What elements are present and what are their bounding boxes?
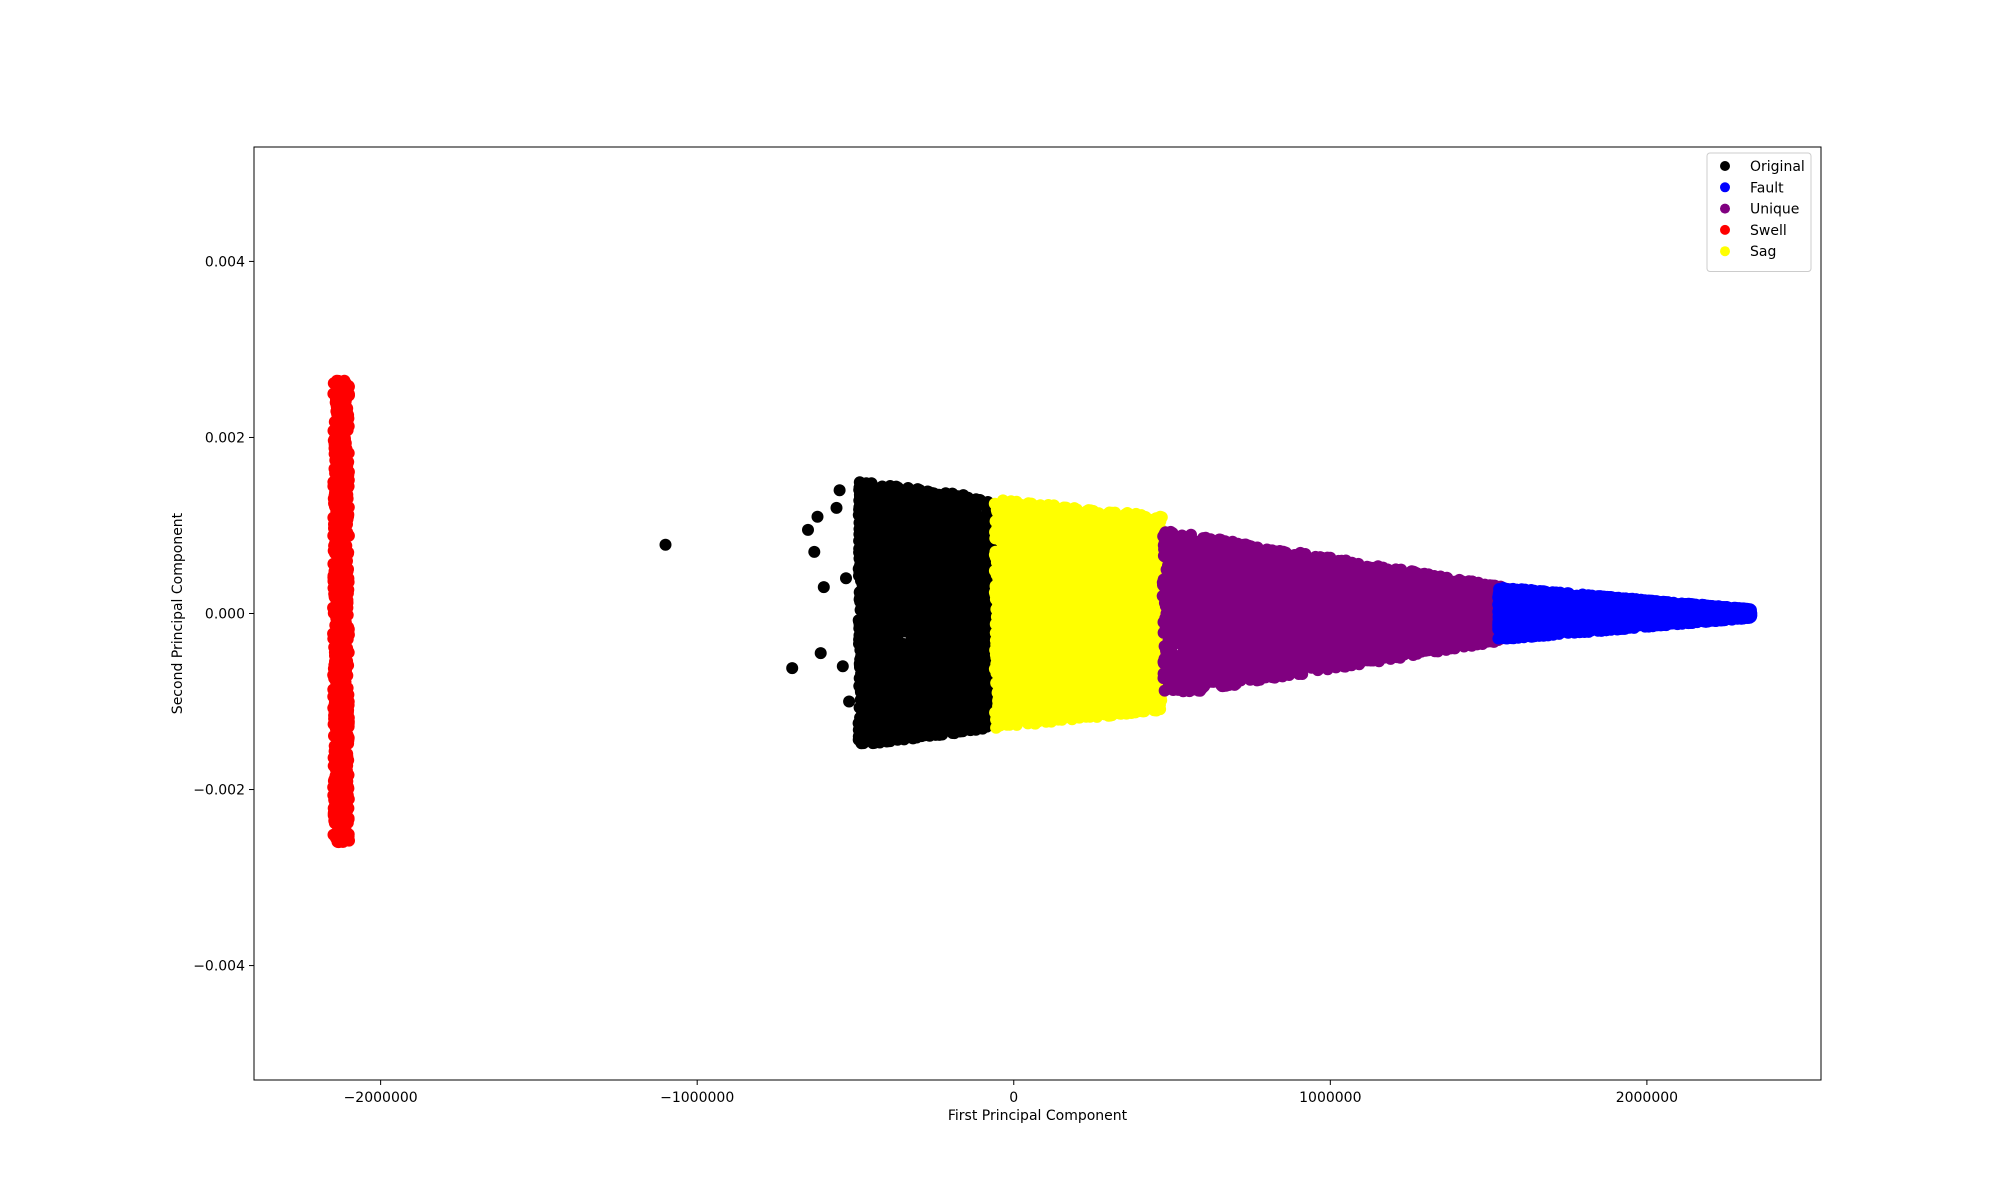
data-point — [331, 569, 344, 582]
data-point — [979, 633, 992, 646]
data-point — [925, 586, 938, 599]
data-point — [860, 583, 873, 596]
data-point — [857, 655, 870, 668]
data-point — [340, 467, 353, 480]
data-point — [341, 565, 354, 577]
data-point — [946, 574, 958, 587]
series-swell — [327, 374, 355, 849]
data-point — [329, 828, 342, 840]
data-point — [328, 814, 341, 827]
data-point — [332, 482, 345, 495]
data-point — [868, 736, 881, 749]
data-point — [327, 377, 340, 390]
data-point — [327, 557, 340, 570]
data-point — [338, 681, 351, 694]
data-point — [958, 498, 971, 511]
data-point — [327, 669, 340, 681]
data-point — [902, 552, 915, 565]
data-point — [899, 519, 912, 532]
data-point — [854, 604, 867, 616]
data-point — [951, 601, 964, 614]
data-point — [894, 698, 907, 711]
data-point — [339, 736, 352, 749]
data-point — [341, 644, 354, 657]
data-point — [881, 702, 894, 714]
data-point — [329, 646, 342, 659]
data-point — [944, 513, 957, 526]
data-point — [855, 722, 868, 735]
data-point — [339, 622, 352, 635]
points-layer — [327, 374, 1758, 849]
data-point — [327, 434, 340, 447]
data-point — [328, 590, 341, 602]
data-point — [876, 615, 889, 628]
data-point — [973, 494, 986, 506]
data-point — [330, 398, 343, 411]
data-point — [895, 709, 908, 722]
data-point — [944, 717, 957, 730]
data-point — [332, 507, 345, 520]
data-point — [341, 609, 354, 621]
data-point — [338, 581, 351, 594]
data-point — [923, 533, 936, 546]
data-point — [962, 508, 975, 521]
data-point — [949, 533, 962, 546]
data-point — [861, 481, 874, 494]
data-point — [926, 682, 939, 695]
data-point — [339, 593, 352, 606]
data-point — [866, 673, 878, 686]
data-point — [330, 604, 343, 617]
data-point — [940, 501, 953, 514]
data-point — [855, 667, 868, 680]
data-point — [854, 499, 867, 512]
data-point — [916, 520, 929, 533]
data-point — [332, 785, 344, 798]
data-point — [882, 594, 895, 607]
data-point — [337, 760, 349, 773]
data-point — [328, 462, 341, 475]
data-point — [335, 422, 347, 435]
data-point — [329, 695, 341, 708]
data-point — [328, 496, 341, 509]
data-point — [329, 799, 341, 812]
data-point — [329, 536, 342, 548]
